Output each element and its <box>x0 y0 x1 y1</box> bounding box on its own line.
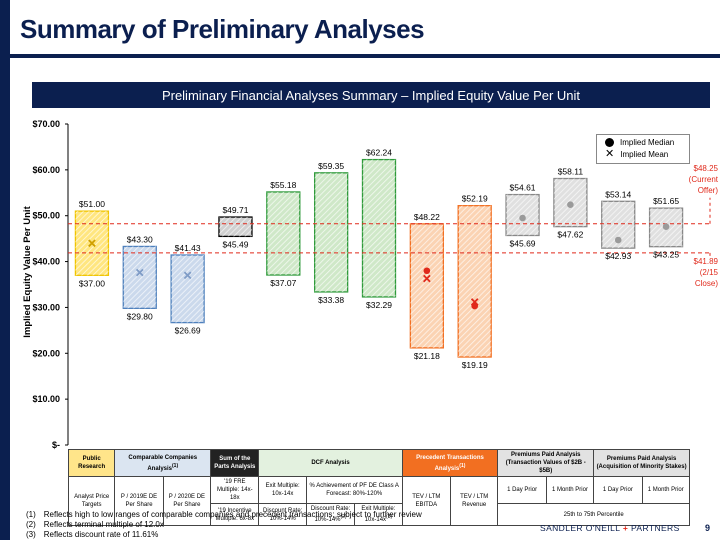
bar-high-label: $48.22 <box>414 212 440 222</box>
bar-hatch-prec-revenue <box>458 205 492 358</box>
bar-low-label: $47.62 <box>557 230 583 240</box>
floating-bar-chart: $- $10.00 $20.00 $30.00 $40.00 $50.00 $60.00 $7… <box>22 119 711 450</box>
bar-low-label: $29.80 <box>127 311 153 321</box>
header-premiums-minority: Premiums Paid Analysis (Acquisition of M… <box>593 449 690 477</box>
bar-high-label: $51.65 <box>653 196 679 206</box>
y-tick-label: $- <box>52 440 60 450</box>
bar-hatch-dcf-frbe <box>266 191 300 276</box>
legend-median: Implied Median <box>605 138 674 147</box>
col-price-targets: Analyst Price Targets <box>67 476 116 526</box>
methodology-table: Public Research Comparable Companies Ana… <box>67 449 691 526</box>
header-sotp: Sum of the Parts Analysis <box>210 449 260 477</box>
bar-hatch-public-2020 <box>171 255 205 323</box>
table-row: '19 Incentive Multiple: 6x-8x Discount R… <box>69 503 690 526</box>
median-marker <box>662 223 670 231</box>
col-pe-2020: P / 2020E DE Per Share <box>162 476 212 526</box>
table-header-row: Public Research Comparable Companies Ana… <box>67 449 690 477</box>
bar-low-label: $45.49 <box>222 239 248 249</box>
y-tick-label: $50.00 <box>32 211 60 221</box>
bar-high-label: $58.11 <box>558 167 584 177</box>
legend-mean: ✕ Implied Mean <box>605 148 669 160</box>
col-dcf-exit-2: Exit Multiple: 10x-14x(3) <box>354 503 403 526</box>
y-tick-label: $20.00 <box>32 348 60 358</box>
col-dcf-exit: Exit Multiple: 10x-14x <box>258 476 307 504</box>
y-tick-label: $70.00 <box>32 119 60 129</box>
bar-hatch-sotp <box>218 217 252 237</box>
col-tev-revenue: TEV / LTM Revenue <box>449 476 499 526</box>
left-accent-band <box>0 0 10 540</box>
title-rule <box>0 54 720 58</box>
bar-hatch-prec-ebitda <box>410 223 444 348</box>
bar-high-label: $53.14 <box>605 189 631 199</box>
bar-high-label: $55.18 <box>270 180 296 190</box>
mean-x-icon: ✕ <box>605 148 615 160</box>
col-1month-b: 1 Month Prior <box>641 476 691 504</box>
page-number: 9 <box>705 523 711 533</box>
mean-marker <box>183 271 192 280</box>
footnote-3: (3) Reflects discount rate of 11.61% <box>26 530 159 539</box>
chart-banner: Preliminary Financial Analyses Summary –… <box>32 82 710 108</box>
header-comparable: Comparable Companies Analysis(1) <box>114 449 212 477</box>
bar-high-label: $59.35 <box>318 161 344 171</box>
current-offer-label: $48.25 (Current Offer) <box>688 164 718 195</box>
company-logo: SANDLER O'NEILL + PARTNERS <box>540 523 680 533</box>
y-tick-label: $60.00 <box>32 165 60 175</box>
median-marker <box>614 236 622 244</box>
bar-high-label: $49.71 <box>222 205 248 215</box>
page-title: Summary of Preliminary Analyses <box>20 14 425 44</box>
bar-low-label: $26.69 <box>175 326 201 336</box>
bar-low-label: $21.18 <box>414 351 440 361</box>
bar-hatch-dcf-discount <box>314 172 348 292</box>
median-dot-icon <box>605 138 614 147</box>
bar-hatch-public-2019 <box>123 246 157 309</box>
col-dcf-discount-2: Discount Rate: 10%-14%(2) <box>305 503 356 526</box>
bar-low-label: $19.19 <box>462 360 488 370</box>
col-dcf-discount: Discount Rate: 10%-14% <box>258 503 307 526</box>
bar-high-label: $51.00 <box>79 199 105 209</box>
y-axis-label: Implied Equity Value Per Unit <box>22 205 33 337</box>
header-precedent: Precedent Transactions Analysis(1) <box>401 449 499 477</box>
footnote-1: (1) Reflects high to low ranges of compar… <box>26 510 422 519</box>
bar-low-label: $37.00 <box>79 278 105 288</box>
header-dcf: DCF Analysis <box>258 449 403 477</box>
mean-marker <box>470 298 479 306</box>
bar-high-label: $62.24 <box>366 148 392 158</box>
median-marker <box>519 214 526 222</box>
bar-low-label: $37.07 <box>270 278 296 288</box>
mean-marker <box>423 274 431 283</box>
median-marker <box>423 267 431 275</box>
col-tev-ebitda: TEV / LTM EBITDA <box>401 476 452 526</box>
col-percentile: 25th to 75th Percentile <box>497 503 690 526</box>
bar-high-label: $43.30 <box>127 234 153 244</box>
table-row: Analyst Price Targets P / 2019E DE Per S… <box>67 476 691 526</box>
y-tick-label: $10.00 <box>32 394 60 404</box>
footnotes: (1) Reflects high to low ranges of compar… <box>26 510 422 540</box>
bar-high-label: $52.19 <box>462 194 488 204</box>
mean-marker <box>88 239 96 248</box>
bar-low-label: $32.29 <box>366 300 392 310</box>
header-public-research: Public Research <box>67 449 116 477</box>
footnote-2: (2) Reflects terminal multiple of 12.0x <box>26 520 164 529</box>
col-1month-a: 1 Month Prior <box>545 476 595 504</box>
bar-low-label: $45.69 <box>510 238 536 248</box>
chart-legend: Implied Median ✕ Implied Mean <box>596 134 690 164</box>
bar-low-label: $43.25 <box>653 250 679 260</box>
header-premiums-transaction: Premiums Paid Analysis (Transaction Valu… <box>497 449 595 477</box>
bar-hatch-dcf-exit <box>362 159 396 297</box>
col-dcf-pf: % Achievement of PF DE Class A Forecast:… <box>305 476 403 504</box>
bar-low-label: $42.93 <box>605 251 631 261</box>
y-tick-label: $30.00 <box>32 302 60 312</box>
col-pe-2019: P / 2019E DE Per Share <box>114 476 164 526</box>
y-tick-label: $40.00 <box>32 257 60 267</box>
col-1day-a: 1 Day Prior <box>497 476 547 504</box>
bar-high-label: $54.61 <box>510 183 536 193</box>
mean-marker <box>135 268 144 277</box>
col-1day-b: 1 Day Prior <box>593 476 643 504</box>
bar-high-label: $41.43 <box>175 243 201 253</box>
median-marker <box>567 201 574 209</box>
bar-low-label: $33.38 <box>318 295 344 305</box>
col-sotp-fre: '19 FRE Multiple: 14x-18x <box>210 476 260 504</box>
close-price-label: $41.89 (2/15 Close) <box>693 257 718 288</box>
